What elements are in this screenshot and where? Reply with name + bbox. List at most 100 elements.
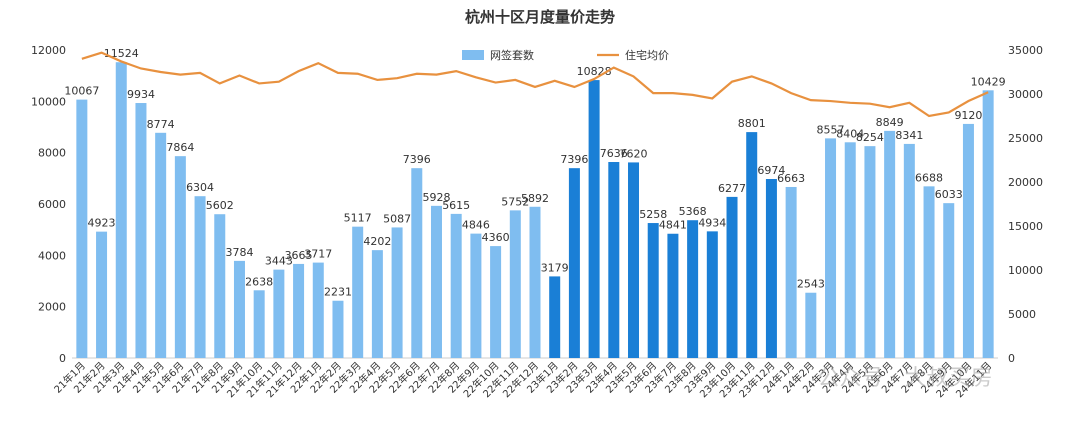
- data-label: 5087: [383, 212, 411, 225]
- bar: [76, 99, 88, 358]
- data-label: 10067: [64, 85, 99, 98]
- bar: [470, 233, 482, 358]
- bar: [352, 226, 364, 358]
- legend-swatch: [462, 50, 484, 60]
- data-label: 5892: [521, 192, 549, 205]
- y2-tick-label: 25000: [1008, 132, 1043, 145]
- bar: [332, 300, 344, 358]
- y2-tick-label: 10000: [1008, 264, 1043, 277]
- bar: [805, 292, 817, 358]
- bar: [371, 250, 383, 358]
- bar: [135, 103, 147, 358]
- data-label: 6033: [935, 188, 963, 201]
- bar: [687, 220, 699, 358]
- data-label: 6277: [718, 182, 746, 195]
- data-label: 9934: [127, 88, 155, 101]
- bar: [864, 146, 876, 358]
- y-tick-label: 4000: [38, 249, 66, 262]
- data-label: 7864: [166, 141, 194, 154]
- data-label: 4846: [462, 219, 490, 232]
- bar: [982, 90, 994, 359]
- y2-tick-label: 15000: [1008, 220, 1043, 233]
- data-label: 7620: [620, 147, 648, 160]
- bar: [549, 276, 561, 358]
- data-label: 6663: [777, 172, 805, 185]
- data-label: 8341: [895, 129, 923, 142]
- y-tick-label: 12000: [31, 44, 66, 57]
- bar: [785, 186, 797, 358]
- data-label: 7636: [600, 147, 628, 160]
- watermark: 公众号 · 大叔买房: [818, 366, 993, 391]
- data-label: 5752: [501, 195, 529, 208]
- y2-tick-label: 5000: [1008, 308, 1036, 321]
- data-label: 4360: [482, 231, 510, 244]
- line: [81, 51, 989, 118]
- bar: [588, 80, 600, 359]
- y-tick-label: 0: [59, 352, 66, 365]
- data-label: 5368: [679, 205, 707, 218]
- data-label: 3717: [304, 248, 332, 261]
- bar: [411, 168, 423, 358]
- bar: [293, 263, 305, 358]
- y2-tick-label: 35000: [1008, 44, 1043, 57]
- data-label: 11524: [104, 47, 139, 60]
- bar: [96, 231, 108, 358]
- bar: [923, 186, 935, 358]
- data-label: 7396: [403, 153, 431, 166]
- y-tick-label: 8000: [38, 147, 66, 160]
- data-label: 3443: [265, 255, 293, 268]
- bar: [490, 246, 502, 358]
- bar: [450, 213, 462, 358]
- data-label: 5258: [639, 208, 667, 221]
- data-label: 6974: [757, 164, 785, 177]
- chart-title: 杭州十区月度量价走势: [465, 8, 615, 26]
- data-label: 4923: [88, 217, 116, 230]
- data-label: 8557: [817, 123, 845, 136]
- bar: [765, 179, 777, 358]
- bar: [115, 62, 127, 358]
- data-label: 8774: [147, 118, 175, 131]
- data-label: 5117: [344, 212, 372, 225]
- legend-label: 网签套数: [490, 48, 534, 62]
- data-label: 5615: [442, 199, 470, 212]
- bar: [608, 162, 620, 358]
- bar: [746, 132, 758, 358]
- data-label: 5602: [206, 199, 234, 212]
- data-label: 9120: [954, 109, 982, 122]
- data-label: 8254: [856, 131, 884, 144]
- bar: [943, 203, 955, 358]
- bar: [155, 132, 167, 358]
- data-label: 2231: [324, 286, 352, 299]
- bar: [647, 223, 659, 358]
- bar: [529, 206, 541, 358]
- bar: [726, 196, 738, 358]
- y2-tick-label: 20000: [1008, 176, 1043, 189]
- data-label: 3665: [285, 249, 313, 262]
- bar: [253, 290, 265, 358]
- data-label: 3179: [541, 261, 569, 274]
- bar: [884, 130, 896, 358]
- y-tick-label: 2000: [38, 301, 66, 314]
- bar: [233, 260, 245, 358]
- bar: [391, 227, 403, 358]
- data-label: 8849: [876, 116, 904, 129]
- bar: [174, 156, 186, 358]
- data-label: 7396: [560, 153, 588, 166]
- bar: [628, 162, 640, 358]
- bar: [312, 262, 324, 358]
- data-label: 10429: [971, 75, 1006, 88]
- y2-tick-label: 0: [1008, 352, 1015, 365]
- data-label: 2543: [797, 278, 825, 291]
- bar: [509, 210, 521, 358]
- y-tick-label: 6000: [38, 198, 66, 211]
- data-label: 6304: [186, 181, 214, 194]
- data-label: 4841: [659, 219, 687, 232]
- bar: [273, 269, 285, 358]
- data-label: 2638: [245, 275, 273, 288]
- bar: [825, 138, 837, 358]
- data-label: 3784: [225, 246, 253, 259]
- bar: [667, 233, 679, 358]
- y2-tick-label: 30000: [1008, 88, 1043, 101]
- bar: [568, 168, 580, 358]
